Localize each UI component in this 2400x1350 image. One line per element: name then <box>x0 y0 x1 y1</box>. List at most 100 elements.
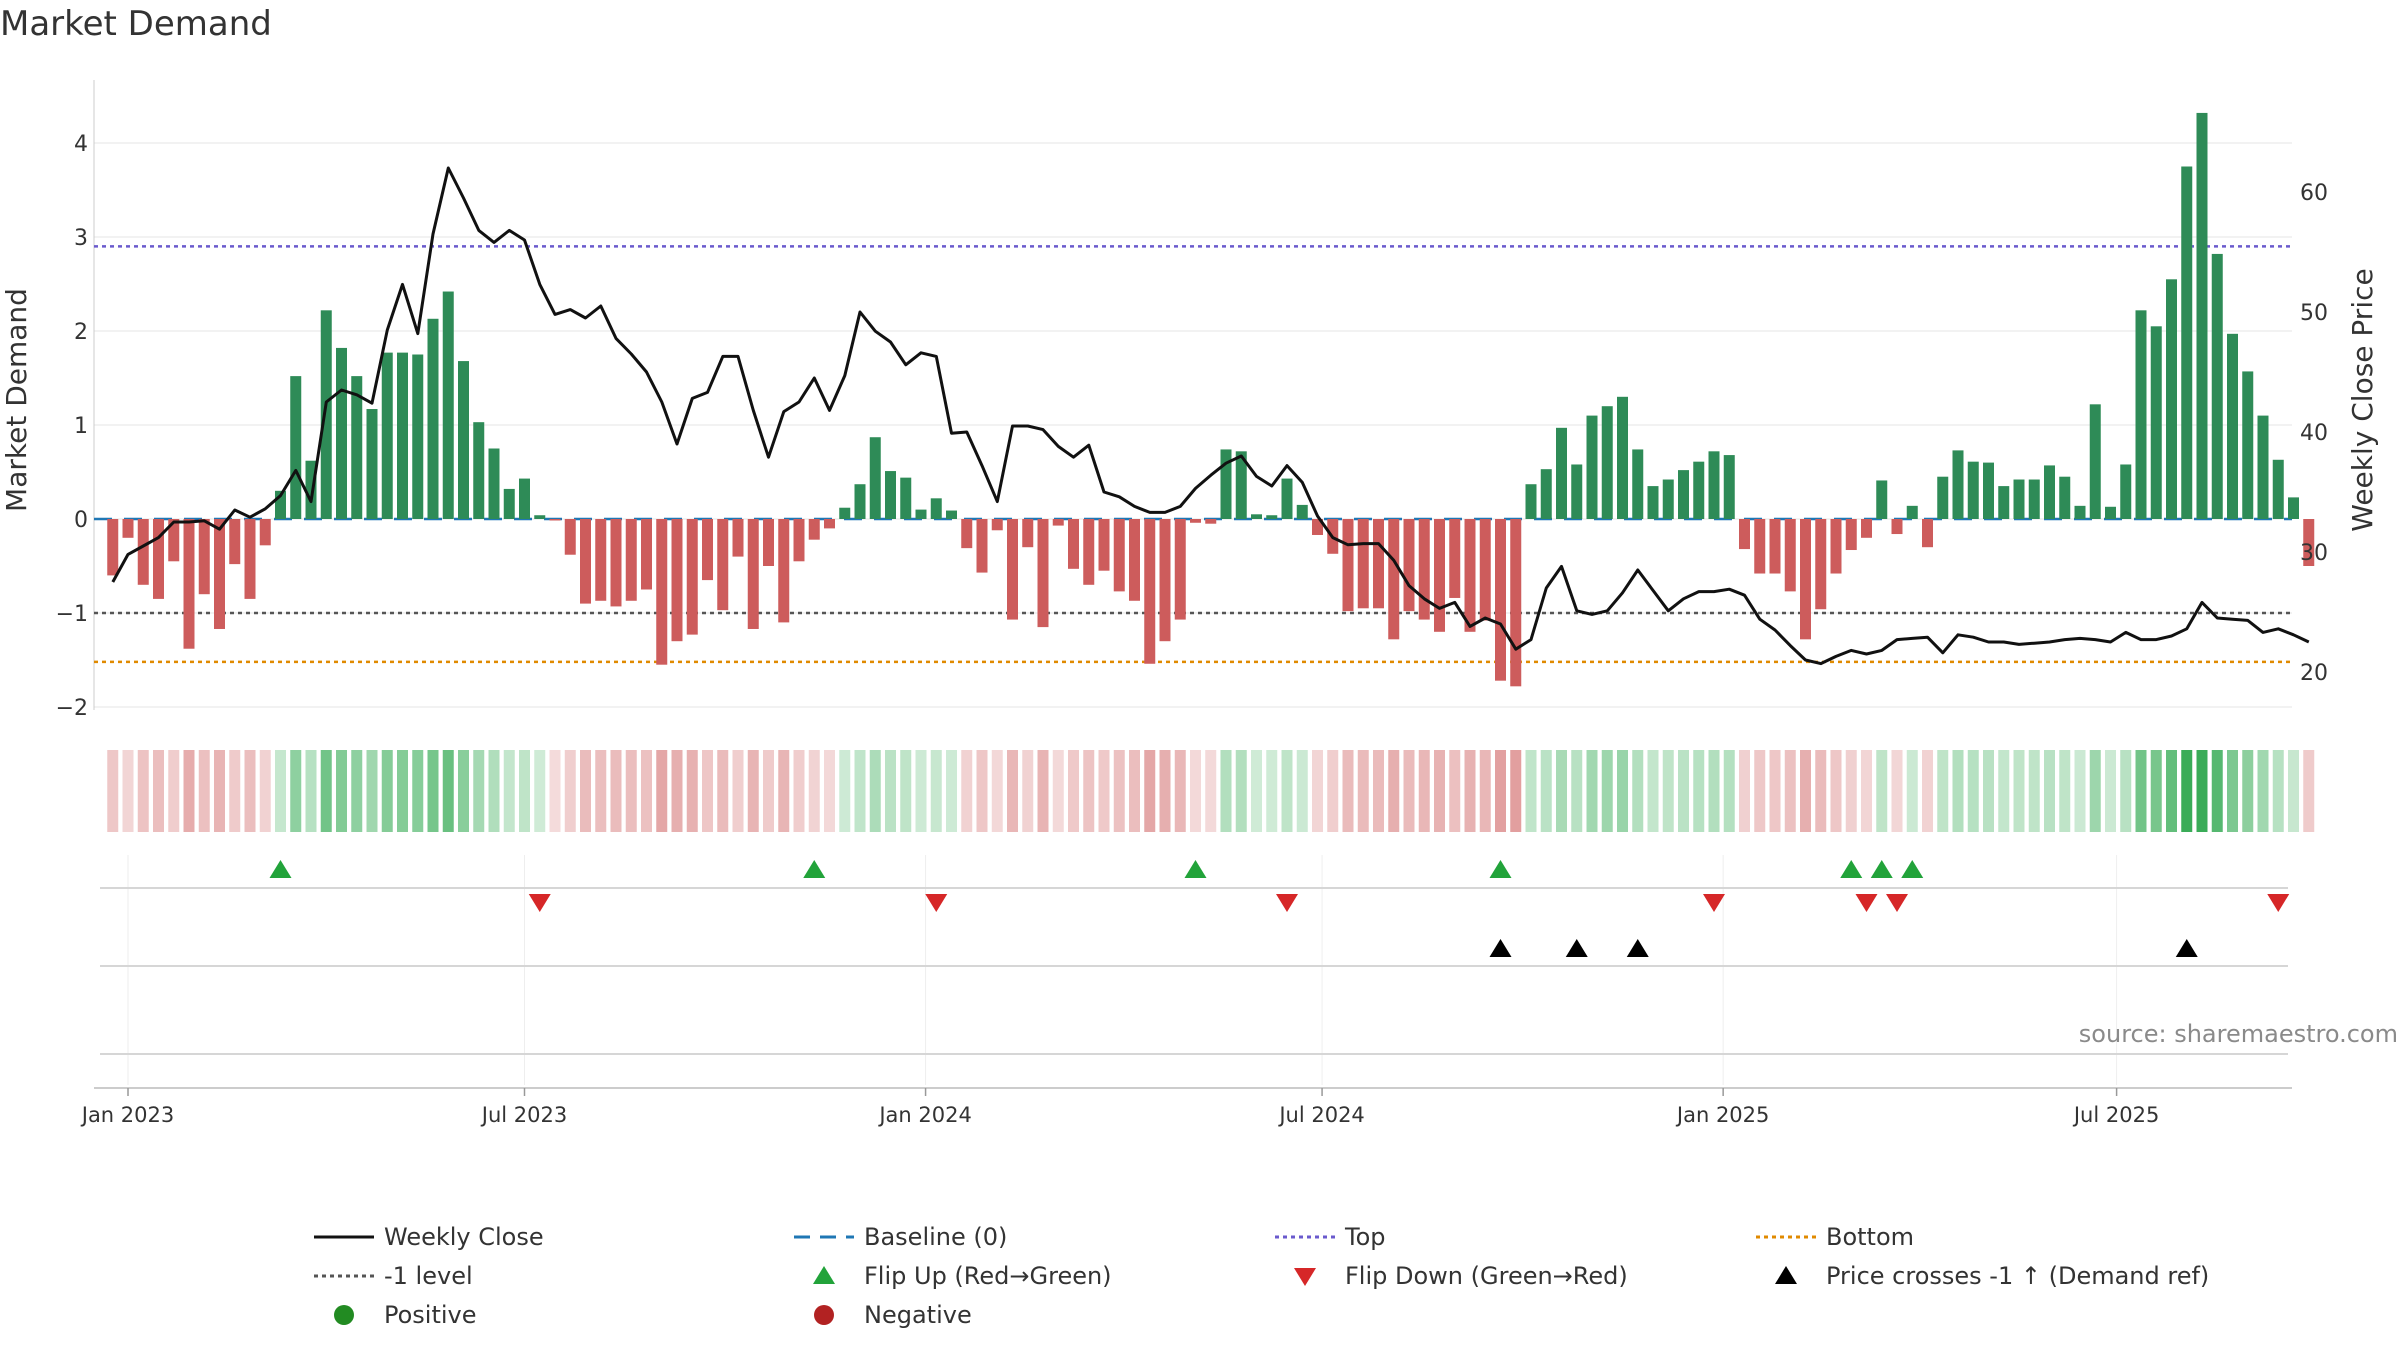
demand-bar <box>1068 519 1079 569</box>
demand-bar <box>641 519 652 590</box>
demand-bar <box>1174 519 1186 620</box>
heat-cell <box>1678 750 1689 832</box>
demand-bar <box>1891 519 1903 535</box>
demand-bar <box>747 519 759 629</box>
y-left-tick-label: −2 <box>56 696 88 721</box>
heat-cell <box>2288 750 2299 832</box>
demand-bar <box>427 318 439 519</box>
demand-bar <box>2272 459 2284 519</box>
demand-bar <box>503 488 515 519</box>
heat-cell <box>778 750 790 832</box>
x-tick-label: Jul 2025 <box>2072 1103 2159 1127</box>
heat-cell <box>2181 750 2193 832</box>
demand-bar <box>1662 479 1674 519</box>
heat-cell <box>1174 750 1186 832</box>
heat-cell <box>1479 750 1491 832</box>
heat-cell <box>1967 750 1979 832</box>
demand-bar <box>1647 486 1659 519</box>
heat-cell <box>107 750 119 832</box>
demand-bar <box>2181 166 2193 519</box>
heat-cell <box>305 750 317 832</box>
demand-bar <box>1235 451 1247 519</box>
heat-cell <box>1296 750 1308 832</box>
heat-cell <box>1647 750 1659 832</box>
x-tick-label: Jan 2025 <box>1675 1103 1770 1127</box>
demand-bar <box>1708 451 1720 519</box>
demand-bar <box>534 515 546 519</box>
demand-bar <box>885 471 896 519</box>
chart-title: Market Demand <box>0 4 272 44</box>
heat-cell <box>2074 750 2086 832</box>
flip-down-marker <box>1886 894 1908 912</box>
heat-cell <box>2013 750 2025 832</box>
heat-cell <box>1586 750 1598 832</box>
heat-cell <box>854 750 866 832</box>
demand-bar <box>1296 504 1308 519</box>
heat-cell <box>1327 750 1339 832</box>
y-left-tick-label: 4 <box>74 132 88 157</box>
demand-bar <box>366 409 378 519</box>
heat-cell <box>656 750 668 832</box>
heat-cell <box>336 750 347 832</box>
demand-bar <box>1830 519 1842 574</box>
heat-cell <box>2227 750 2238 832</box>
heat-cell <box>1891 750 1903 832</box>
demand-bar <box>1937 476 1949 519</box>
demand-bar <box>717 519 729 611</box>
x-axis: Jan 2023 Jul 2023 Jan 2024 Jul 2024 Jan 2025… <box>80 1087 2292 1127</box>
demand-bar <box>732 519 744 557</box>
demand-bar <box>824 519 835 529</box>
heat-cell <box>1403 750 1415 832</box>
heat-cell <box>1922 750 1933 832</box>
y-left-tick-label: −1 <box>56 602 88 627</box>
demand-bar <box>1418 519 1430 620</box>
y-axis-right-title: Weekly Close Price <box>2346 268 2379 531</box>
demand-bar <box>198 519 210 595</box>
heat-cell <box>1098 750 1110 832</box>
price-cross-marker <box>1626 939 1649 957</box>
heat-cell <box>915 750 927 832</box>
legend-swatch <box>1294 1268 1316 1286</box>
heat-cell <box>1266 750 1278 832</box>
demand-bar <box>580 519 591 604</box>
demand-bar <box>1632 449 1644 519</box>
demand-bar <box>1159 519 1171 642</box>
heat-cell <box>1418 750 1430 832</box>
flip-up-marker <box>1870 860 1893 878</box>
heat-cell <box>671 750 683 832</box>
heat-cell <box>1083 750 1095 832</box>
legend-item: Top <box>1275 1223 1386 1251</box>
legend-label: Flip Down (Green→Red) <box>1345 1262 1628 1290</box>
demand-bar <box>1983 462 1994 519</box>
legend-label: Baseline (0) <box>864 1223 1007 1251</box>
demand-bar <box>946 510 957 519</box>
heat-cell <box>290 750 302 832</box>
demand-bar <box>1510 519 1522 687</box>
demand-bar <box>854 484 866 519</box>
demand-bar <box>1769 519 1781 574</box>
heat-cell <box>503 750 515 832</box>
demand-bar <box>1998 486 2010 519</box>
heat-cell <box>2028 750 2040 832</box>
demand-bar <box>839 507 851 519</box>
heat-cell <box>2059 750 2071 832</box>
heat-cell <box>442 750 454 832</box>
demand-bar <box>1845 519 1857 551</box>
heat-cell <box>2105 750 2116 832</box>
heat-cell <box>1281 750 1293 832</box>
legend: Weekly Close Baseline (0) Top Bottom -1 leve… <box>314 1223 2209 1329</box>
heat-cell <box>1983 750 1994 832</box>
heat-cell <box>2166 750 2177 832</box>
legend-label: Positive <box>384 1301 477 1329</box>
heat-cell <box>793 750 805 832</box>
flip-up-marker <box>1184 860 1207 878</box>
legend-swatch <box>1775 1266 1797 1284</box>
heat-cell <box>549 750 561 832</box>
legend-item: -1 level <box>314 1262 473 1290</box>
legend-swatch <box>814 1305 834 1325</box>
demand-bar <box>900 477 912 519</box>
heat-cell <box>2135 750 2147 832</box>
demand-bar <box>1190 519 1201 523</box>
demand-bar <box>1601 406 1613 519</box>
heat-cell <box>1906 750 1918 832</box>
